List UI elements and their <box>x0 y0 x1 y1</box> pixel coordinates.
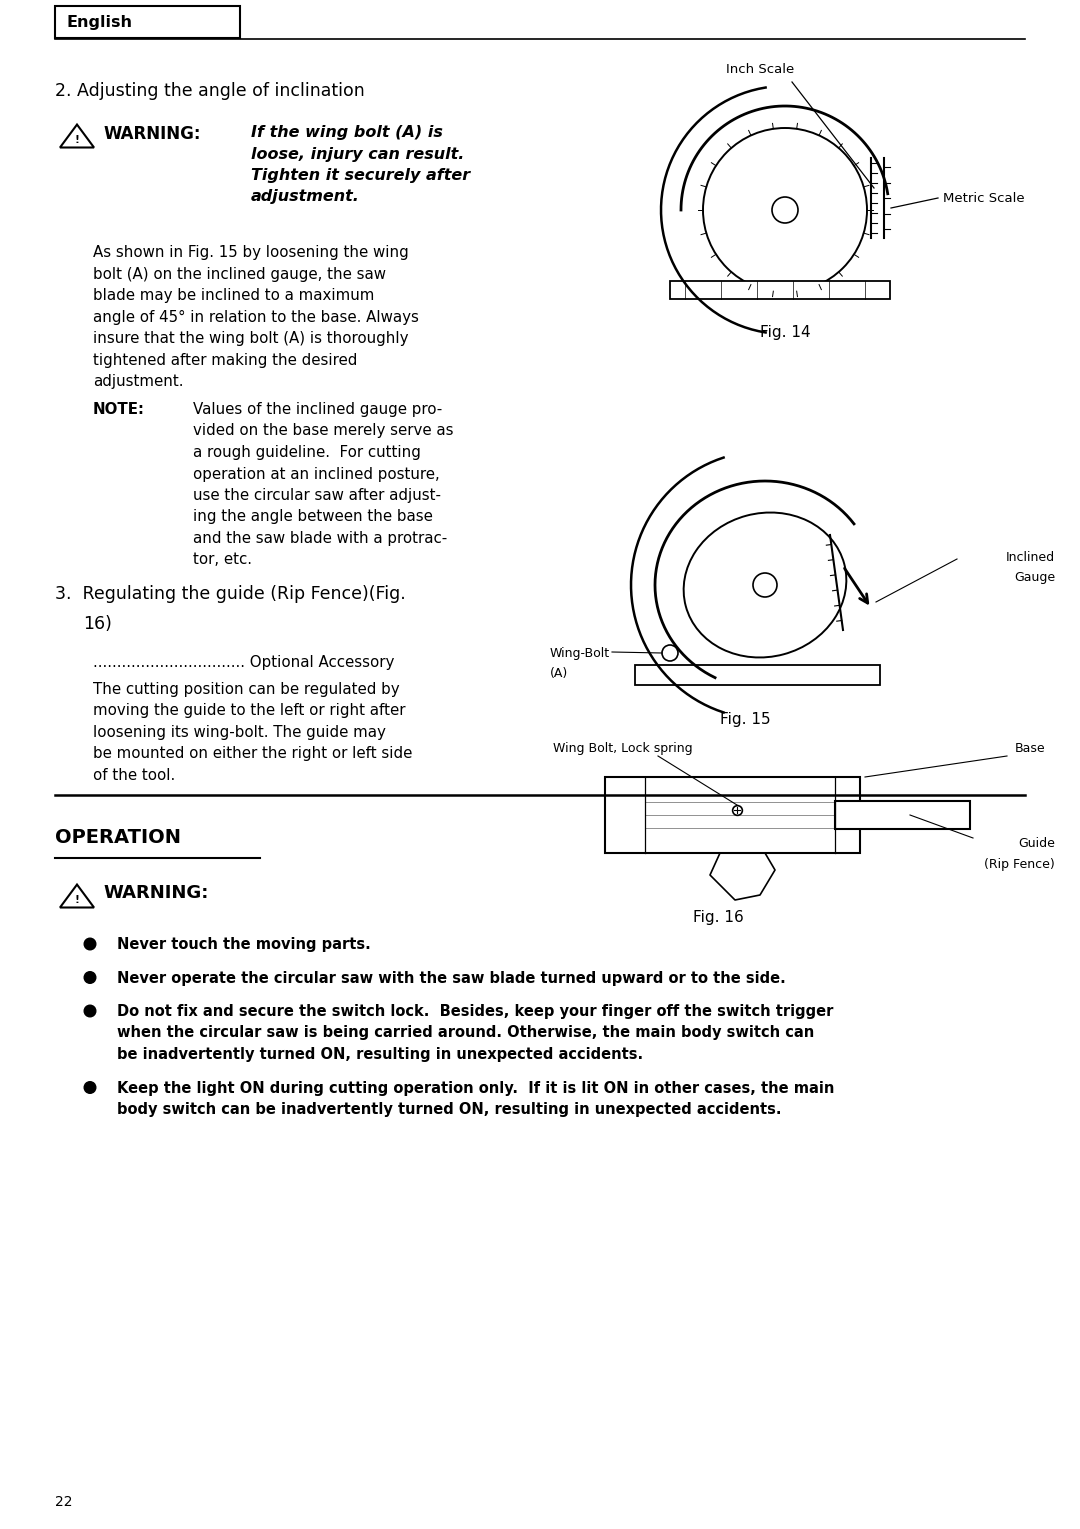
Text: English: English <box>67 14 133 29</box>
Text: Base: Base <box>1014 742 1045 755</box>
Text: 3.  Regulating the guide (Rip Fence)(Fig.: 3. Regulating the guide (Rip Fence)(Fig. <box>55 586 406 602</box>
Text: The cutting position can be regulated by: The cutting position can be regulated by <box>93 682 400 697</box>
Text: moving the guide to the left or right after: moving the guide to the left or right af… <box>93 703 405 719</box>
Text: Do not fix and secure the switch lock.  Besides, keep your finger off the switch: Do not fix and secure the switch lock. B… <box>117 1005 834 1018</box>
Text: use the circular saw after adjust-: use the circular saw after adjust- <box>193 488 441 503</box>
Text: 16): 16) <box>83 615 112 633</box>
Text: Wing Bolt, Lock spring: Wing Bolt, Lock spring <box>553 742 692 755</box>
Text: loose, injury can result.: loose, injury can result. <box>251 147 464 162</box>
Text: a rough guideline.  For cutting: a rough guideline. For cutting <box>193 445 421 460</box>
Text: Wing-Bolt: Wing-Bolt <box>550 647 610 661</box>
Bar <box>55 6 240 38</box>
Text: Fig. 15: Fig. 15 <box>719 713 770 726</box>
Text: Fig. 14: Fig. 14 <box>759 326 810 339</box>
Circle shape <box>84 972 96 983</box>
Text: Gauge: Gauge <box>1014 570 1055 584</box>
Circle shape <box>84 1081 96 1093</box>
Text: WARNING:: WARNING: <box>103 125 201 144</box>
Text: of the tool.: of the tool. <box>93 768 175 783</box>
Text: Never touch the moving parts.: Never touch the moving parts. <box>117 937 370 953</box>
Text: and the saw blade with a protrac-: and the saw blade with a protrac- <box>193 531 447 546</box>
Text: blade may be inclined to a maximum: blade may be inclined to a maximum <box>93 287 375 303</box>
Text: adjustment.: adjustment. <box>93 375 184 388</box>
Text: Never operate the circular saw with the saw blade turned upward or to the side.: Never operate the circular saw with the … <box>117 971 786 986</box>
Text: ................................ Optional Accessory: ................................ Optiona… <box>93 654 394 670</box>
Bar <box>835 801 970 829</box>
Text: angle of 45° in relation to the base. Always: angle of 45° in relation to the base. Al… <box>93 309 419 324</box>
Text: be inadvertently turned ON, resulting in unexpected accidents.: be inadvertently turned ON, resulting in… <box>117 1047 643 1063</box>
Text: !: ! <box>75 894 80 905</box>
Text: Fig. 16: Fig. 16 <box>693 910 744 925</box>
Text: vided on the base merely serve as: vided on the base merely serve as <box>193 424 454 439</box>
Bar <box>605 777 860 853</box>
Text: WARNING:: WARNING: <box>103 884 208 902</box>
Text: operation at an inclined posture,: operation at an inclined posture, <box>193 466 440 482</box>
Circle shape <box>84 1005 96 1017</box>
Text: insure that the wing bolt (A) is thoroughly: insure that the wing bolt (A) is thoroug… <box>93 330 408 346</box>
Text: 22: 22 <box>55 1495 72 1509</box>
Text: bolt (A) on the inclined gauge, the saw: bolt (A) on the inclined gauge, the saw <box>93 266 386 281</box>
Text: 2. Adjusting the angle of inclination: 2. Adjusting the angle of inclination <box>55 83 365 99</box>
Text: OPERATION: OPERATION <box>55 829 181 847</box>
Text: Tighten it securely after: Tighten it securely after <box>251 168 470 183</box>
Text: If the wing bolt (A) is: If the wing bolt (A) is <box>251 125 443 141</box>
Text: loosening its wing-bolt. The guide may: loosening its wing-bolt. The guide may <box>93 725 386 740</box>
Text: Keep the light ON during cutting operation only.  If it is lit ON in other cases: Keep the light ON during cutting operati… <box>117 1081 835 1095</box>
Text: (A): (A) <box>550 667 568 680</box>
Text: Metric Scale: Metric Scale <box>943 191 1025 205</box>
Bar <box>670 281 890 300</box>
Text: adjustment.: adjustment. <box>251 190 360 205</box>
Text: Values of the inclined gauge pro-: Values of the inclined gauge pro- <box>193 402 442 417</box>
Text: when the circular saw is being carried around. Otherwise, the main body switch c: when the circular saw is being carried a… <box>117 1026 814 1041</box>
Text: Inch Scale: Inch Scale <box>726 63 794 76</box>
Text: tightened after making the desired: tightened after making the desired <box>93 353 357 367</box>
Text: body switch can be inadvertently turned ON, resulting in unexpected accidents.: body switch can be inadvertently turned … <box>117 1102 782 1118</box>
Bar <box>635 665 880 685</box>
Text: As shown in Fig. 15 by loosening the wing: As shown in Fig. 15 by loosening the win… <box>93 245 408 260</box>
Text: Guide: Guide <box>1018 836 1055 850</box>
Text: (Rip Fence): (Rip Fence) <box>984 858 1055 872</box>
Text: be mounted on either the right or left side: be mounted on either the right or left s… <box>93 746 413 761</box>
Text: tor, etc.: tor, etc. <box>193 552 252 567</box>
Text: NOTE:: NOTE: <box>93 402 145 417</box>
Text: ing the angle between the base: ing the angle between the base <box>193 509 433 524</box>
Text: Inclined: Inclined <box>1005 550 1055 564</box>
Circle shape <box>84 939 96 950</box>
Text: !: ! <box>75 135 80 145</box>
